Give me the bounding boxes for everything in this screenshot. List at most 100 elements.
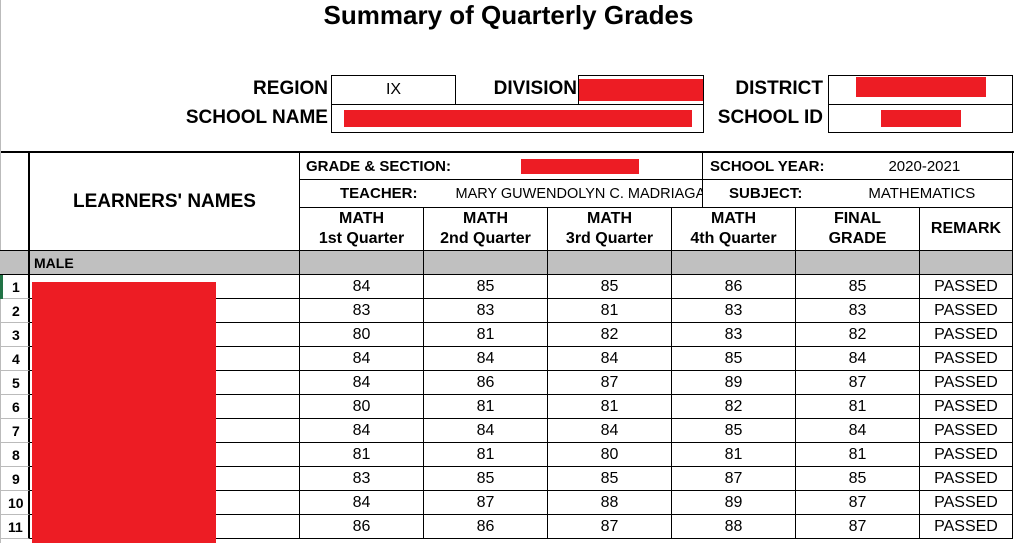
- grade-cell[interactable]: 88: [548, 491, 672, 515]
- column-header[interactable]: MATH 1st Quarter: [300, 208, 424, 251]
- remark-cell[interactable]: PASSED: [920, 491, 1013, 515]
- remark-cell[interactable]: PASSED: [920, 515, 1013, 539]
- column-header[interactable]: MATH 2nd Quarter: [424, 208, 548, 251]
- division-value[interactable]: [578, 75, 704, 105]
- teacher-cell[interactable]: TEACHER: MARY GUWENDOLYN C. MADRIAGA: [300, 180, 703, 208]
- grade-cell[interactable]: 86: [672, 275, 796, 299]
- grade-cell[interactable]: 87: [424, 491, 548, 515]
- grade-cell[interactable]: 84: [424, 419, 548, 443]
- grade-cell[interactable]: 84: [300, 419, 424, 443]
- row-number: 4: [0, 347, 30, 371]
- school-name-label: SCHOOL NAME: [185, 107, 328, 128]
- grade-cell[interactable]: 83: [672, 323, 796, 347]
- grade-cell[interactable]: 84: [548, 347, 672, 371]
- grade-cell[interactable]: 82: [796, 323, 920, 347]
- grade-cell[interactable]: 85: [672, 419, 796, 443]
- school-name-value[interactable]: [331, 104, 704, 133]
- grade-cell[interactable]: 84: [300, 371, 424, 395]
- grade-cell[interactable]: 81: [424, 323, 548, 347]
- grade-cell[interactable]: 83: [300, 299, 424, 323]
- page-title: Summary of Quarterly Grades: [323, 0, 694, 30]
- grade-cell[interactable]: 84: [548, 419, 672, 443]
- grade-cell[interactable]: 81: [548, 299, 672, 323]
- column-header-line1: MATH: [338, 210, 385, 227]
- grade-section-cell[interactable]: GRADE & SECTION:: [300, 153, 703, 180]
- grade-cell[interactable]: 86: [300, 515, 424, 539]
- row-number: 9: [0, 467, 30, 491]
- region-value[interactable]: IX: [331, 75, 456, 105]
- school-year-cell[interactable]: SCHOOL YEAR: 2020-2021: [703, 153, 1013, 180]
- row-number: 7: [0, 419, 30, 443]
- group-row-number: [0, 251, 30, 275]
- grade-cell[interactable]: 80: [300, 395, 424, 419]
- grade-cell[interactable]: 85: [548, 275, 672, 299]
- grade-cell[interactable]: 84: [300, 275, 424, 299]
- school-id-value[interactable]: [828, 104, 1013, 133]
- grade-cell[interactable]: 81: [548, 395, 672, 419]
- grade-cell[interactable]: 81: [796, 443, 920, 467]
- grade-cell[interactable]: 83: [424, 299, 548, 323]
- grade-cell[interactable]: 80: [548, 443, 672, 467]
- column-header-line2: 3rd Quarter: [565, 230, 654, 247]
- grade-cell[interactable]: 85: [424, 275, 548, 299]
- school-year-value: 2020-2021: [888, 157, 961, 175]
- district-value[interactable]: [828, 75, 1013, 105]
- grade-cell[interactable]: 85: [796, 467, 920, 491]
- row-number: 11: [0, 515, 30, 539]
- grade-cell[interactable]: 81: [424, 443, 548, 467]
- remark-cell[interactable]: PASSED: [920, 275, 1013, 299]
- redacted-block: [579, 79, 703, 101]
- grade-cell[interactable]: 81: [796, 395, 920, 419]
- grade-cell[interactable]: 84: [300, 491, 424, 515]
- grade-cell[interactable]: 85: [672, 347, 796, 371]
- grade-cell[interactable]: 85: [548, 467, 672, 491]
- column-header-line2: 1st Quarter: [318, 230, 405, 247]
- remark-cell[interactable]: PASSED: [920, 323, 1013, 347]
- grade-cell[interactable]: 87: [796, 371, 920, 395]
- grade-cell[interactable]: 89: [672, 491, 796, 515]
- grade-cell[interactable]: 87: [796, 491, 920, 515]
- remark-cell[interactable]: PASSED: [920, 395, 1013, 419]
- region-label: REGION: [253, 78, 328, 99]
- grade-cell[interactable]: 86: [424, 371, 548, 395]
- subject-cell[interactable]: SUBJECT: MATHEMATICS: [703, 180, 1013, 208]
- column-header[interactable]: REMARK: [920, 208, 1013, 251]
- grade-cell[interactable]: 84: [300, 347, 424, 371]
- grade-cell[interactable]: 85: [424, 467, 548, 491]
- redacted-block: [343, 110, 692, 127]
- grade-cell[interactable]: 87: [548, 371, 672, 395]
- grade-cell[interactable]: 89: [672, 371, 796, 395]
- school-id-label: SCHOOL ID: [717, 107, 823, 128]
- column-header[interactable]: FINAL GRADE: [796, 208, 920, 251]
- grade-cell[interactable]: 85: [796, 275, 920, 299]
- group-cell: [548, 251, 672, 275]
- grade-cell[interactable]: 82: [548, 323, 672, 347]
- remark-cell[interactable]: PASSED: [920, 443, 1013, 467]
- remark-cell[interactable]: PASSED: [920, 371, 1013, 395]
- remark-cell[interactable]: PASSED: [920, 347, 1013, 371]
- column-header[interactable]: MATH 4th Quarter: [672, 208, 796, 251]
- remark-cell[interactable]: PASSED: [920, 467, 1013, 491]
- grade-cell[interactable]: 84: [796, 347, 920, 371]
- grade-cell[interactable]: 83: [672, 299, 796, 323]
- grade-cell[interactable]: 83: [300, 467, 424, 491]
- column-header[interactable]: MATH 3rd Quarter: [548, 208, 672, 251]
- remark-cell[interactable]: PASSED: [920, 299, 1013, 323]
- grade-cell[interactable]: 88: [672, 515, 796, 539]
- grade-cell[interactable]: 82: [672, 395, 796, 419]
- grade-cell[interactable]: 84: [796, 419, 920, 443]
- grade-cell[interactable]: 83: [796, 299, 920, 323]
- grade-cell[interactable]: 81: [300, 443, 424, 467]
- remark-cell[interactable]: PASSED: [920, 419, 1013, 443]
- grade-cell[interactable]: 84: [424, 347, 548, 371]
- grade-cell[interactable]: 87: [672, 467, 796, 491]
- grade-cell[interactable]: 87: [796, 515, 920, 539]
- column-header-line1: MATH: [710, 210, 757, 227]
- grade-cell[interactable]: 86: [424, 515, 548, 539]
- redacted-block: [880, 110, 961, 127]
- grade-cell[interactable]: 80: [300, 323, 424, 347]
- grade-cell[interactable]: 87: [548, 515, 672, 539]
- grade-cell[interactable]: 81: [424, 395, 548, 419]
- group-label: MALE: [30, 251, 300, 275]
- grade-cell[interactable]: 81: [672, 443, 796, 467]
